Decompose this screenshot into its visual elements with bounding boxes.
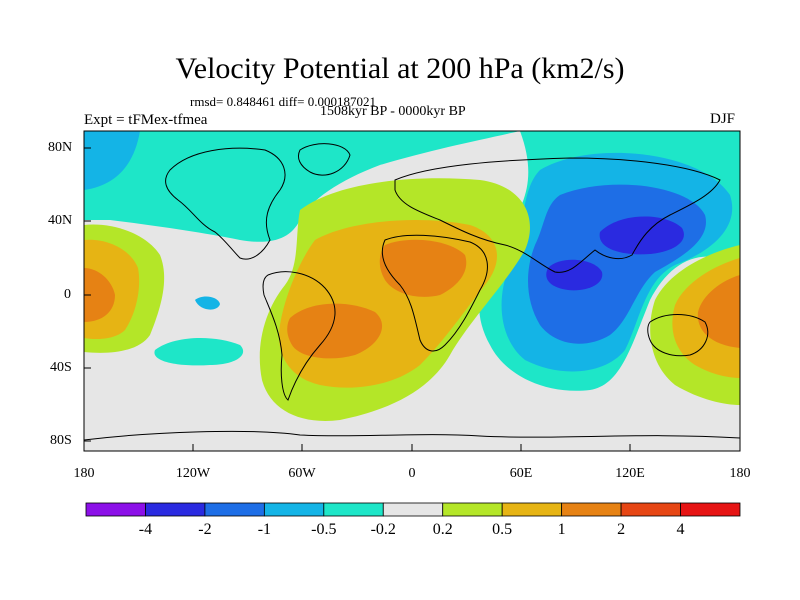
coastline-australia [647,314,709,357]
lon-tick-0: 0 [408,466,416,481]
negative-region-arctic [84,131,140,190]
colorbar-label: -2 [198,521,212,538]
coastline-north-america [165,147,286,260]
negative-min-india [546,259,603,291]
colorbar-label: 0.2 [432,521,453,538]
lon-tick-180e: 180 [729,466,751,481]
colorbar-label: -0.5 [311,521,337,538]
colorbar-swatch [442,502,503,517]
colorbar [85,502,741,517]
axis-ticks [83,147,741,451]
positive-core-westpac [84,268,115,322]
coastline-greenland [297,143,351,176]
colorbar-swatch [323,502,384,517]
colorbar-swatch [263,502,325,517]
positive-core-samerica [287,303,383,359]
lon-tick-60w: 60W [288,466,316,481]
colorbar-swatch [204,502,265,517]
colorbar-label: 0.5 [492,521,513,538]
coastline-south-america [262,271,336,401]
stats-label: rmsd= 0.848461 diff= 0.000187021 [190,94,376,109]
contour-field [84,131,740,451]
lon-tick-120w: 120W [175,466,211,481]
map-title: Velocity Potential at 200 hPa (km2/s) [175,52,625,85]
experiment-label: Expt = tFMex-tfmea [84,112,208,128]
coastline-eurasia [394,157,721,273]
colorbar-swatch [680,502,741,517]
colorbar-swatch [561,502,622,517]
lat-tick-80n: 80N [48,140,73,155]
period-label: 1508kyr BP - 0000kyr BP [320,104,466,119]
lat-tick-80s: 80S [50,433,72,448]
colorbar-swatch [85,502,146,517]
colorbar-swatch [382,502,444,517]
coastline-antarctica [84,430,740,441]
colorbar-label: -4 [138,521,153,538]
lon-tick-120e: 120E [615,466,645,481]
season-label: DJF [710,111,736,127]
colorbar-label: 2 [617,521,626,538]
colorbar-swatch [501,502,563,517]
colorbar-label: 4 [676,521,685,538]
lon-tick-180w: 180 [73,466,95,481]
negative-pocket-pacific-2 [195,296,220,310]
positive-core-eastpac [697,275,740,348]
colorbar-label: -0.2 [370,521,396,538]
lon-tick-60e: 60E [509,466,533,481]
lat-tick-0: 0 [64,287,71,302]
coastline-africa [381,234,488,352]
coastlines [84,143,740,441]
lat-tick-40s: 40S [50,360,72,375]
colorbar-swatch [145,502,206,517]
colorbar-label: 1 [557,521,566,538]
colorbar-label: -1 [257,521,272,538]
negative-pocket-pacific [154,338,244,366]
lat-tick-40n: 40N [48,213,73,228]
colorbar-swatch [620,502,681,517]
negative-min-asia [599,216,684,255]
positive-core-africa [379,239,467,297]
